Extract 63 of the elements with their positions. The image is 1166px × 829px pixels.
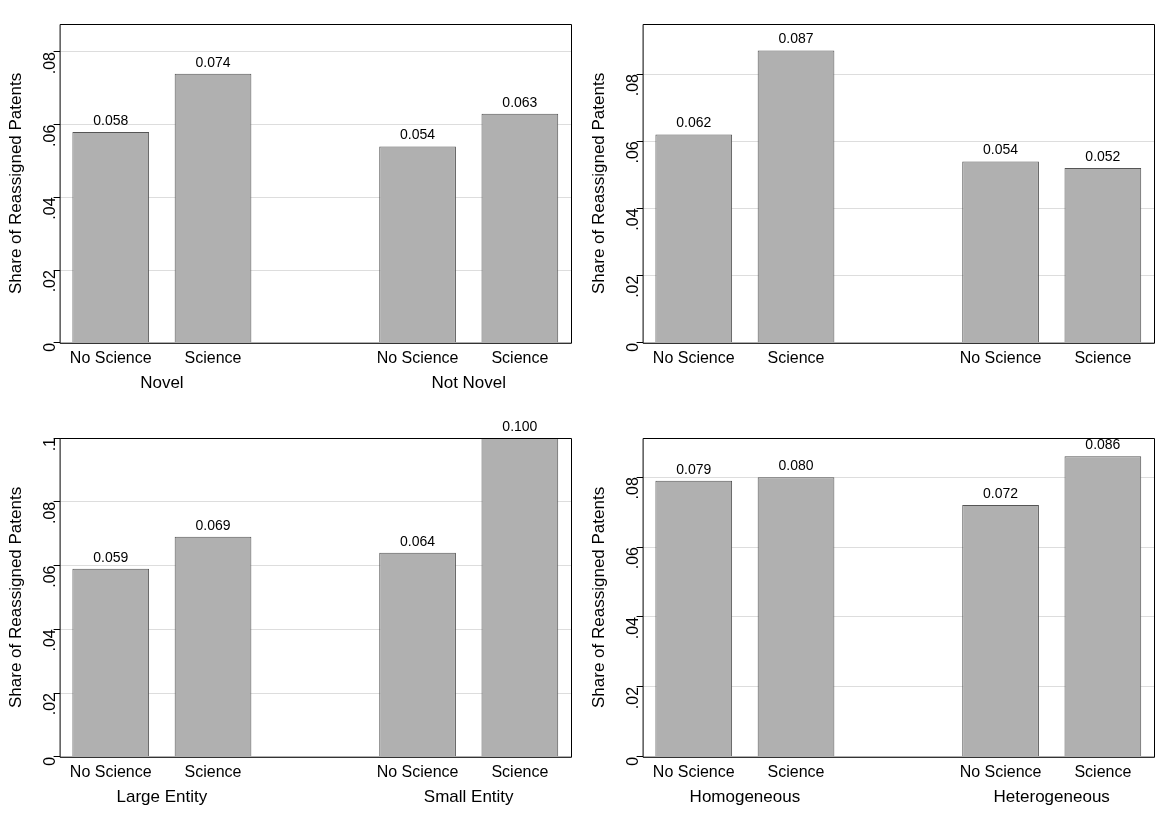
x-tick-label: Science xyxy=(184,762,242,780)
data-label: 0.069 xyxy=(195,516,231,533)
data-label: 0.080 xyxy=(778,457,814,474)
y-axis-title: Share of Reassigned Patents xyxy=(588,72,608,294)
y-tick-label: .04 xyxy=(41,629,59,652)
y-tick-label: 0 xyxy=(624,756,642,766)
y-tick-label: .04 xyxy=(624,208,642,231)
text: Heterogeneous xyxy=(993,786,1110,806)
data-label: 0.079 xyxy=(676,460,712,477)
y-tick-label: .02 xyxy=(41,692,59,716)
data-label: 0.087 xyxy=(778,30,814,47)
x-tick-label: No Science xyxy=(652,348,735,366)
data-label: 0.100 xyxy=(502,417,538,434)
x-tick-label: Science xyxy=(1074,762,1132,780)
text: Novel xyxy=(140,372,184,392)
data-label: 0.063 xyxy=(502,93,538,110)
y-tick-label: 0 xyxy=(41,342,59,352)
x-tick-label: No Science xyxy=(652,762,735,780)
data-label: 0.059 xyxy=(93,548,129,565)
text: Homogeneous xyxy=(689,786,801,806)
y-axis-title: Share of Reassigned Patents xyxy=(5,486,25,708)
data-label: 0.054 xyxy=(983,141,1019,158)
x-tick-label: Science xyxy=(491,348,549,366)
data-label: 0.064 xyxy=(400,532,436,549)
x-tick-label: No Science xyxy=(376,348,459,366)
data-label: 0.054 xyxy=(400,126,436,143)
y-tick-label: .08 xyxy=(41,501,59,525)
data-label: 0.074 xyxy=(195,53,231,70)
y-tick-label: .08 xyxy=(41,51,59,75)
y-tick-label: .02 xyxy=(624,686,642,710)
x-tick-label: Science xyxy=(767,762,825,780)
y-tick-label: .02 xyxy=(624,275,642,298)
y-axis-title: Share of Reassigned Patents xyxy=(588,486,608,708)
y-tick-label: .02 xyxy=(41,270,59,293)
x-tick-label: Science xyxy=(767,348,825,366)
x-tick-label: Science xyxy=(1074,348,1132,366)
data-label: 0.086 xyxy=(1085,436,1121,453)
y-tick-label: 0 xyxy=(624,342,642,352)
data-label: 0.058 xyxy=(93,111,129,128)
y-tick-label: .04 xyxy=(41,197,59,220)
x-tick-label: No Science xyxy=(959,348,1042,366)
y-axis-title: Share of Reassigned Patents xyxy=(5,72,25,294)
x-tick-label: No Science xyxy=(959,762,1042,780)
data-label: 0.062 xyxy=(676,114,712,131)
y-tick-label: .06 xyxy=(41,565,59,588)
x-tick-label: Science xyxy=(184,348,242,366)
x-tick-label: No Science xyxy=(69,348,152,366)
y-tick-label: .06 xyxy=(624,141,642,164)
data-label: 0.052 xyxy=(1085,147,1121,164)
y-tick-label: .04 xyxy=(624,616,642,640)
text: Small Entity xyxy=(423,786,515,806)
y-tick-label: .06 xyxy=(41,124,59,147)
y-tick-label: .08 xyxy=(624,73,642,97)
x-tick-label: No Science xyxy=(376,762,459,780)
y-tick-label: .06 xyxy=(624,546,642,570)
y-tick-label: .1 xyxy=(41,437,59,452)
x-tick-label: No Science xyxy=(69,762,152,780)
data-label: 0.072 xyxy=(983,484,1019,501)
x-tick-label: Science xyxy=(491,762,549,780)
text: Large Entity xyxy=(116,786,208,806)
y-tick-label: 0 xyxy=(41,756,59,766)
text: Not Novel xyxy=(431,372,507,392)
y-tick-label: .08 xyxy=(624,477,642,500)
